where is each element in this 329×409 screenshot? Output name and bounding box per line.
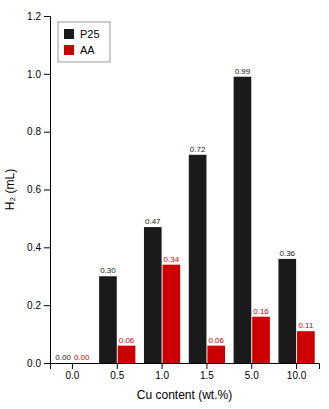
data-label: 0.47 [145, 217, 161, 226]
y-tick-mark [44, 16, 50, 17]
x-tick-label: 0.0 [65, 370, 79, 381]
x-tick-label: 10.0 [287, 370, 307, 381]
bar [297, 331, 315, 363]
y-tick: 0.4 [27, 242, 50, 253]
x-tick: 0.0 [65, 363, 79, 381]
x-tick: 5.0 [245, 363, 259, 381]
data-labels: 0.00 0.30 0.47 0.72 0.99 0.36 0.00 0.06 0.34 0.06… [55, 67, 314, 362]
x-tick-mark [162, 363, 163, 369]
bar [234, 77, 252, 363]
y-axis-title: H₂ (mL) [3, 169, 17, 210]
x-axis-title: Cu content (wt.%) [137, 388, 232, 402]
legend-item: AA [64, 44, 95, 56]
legend-swatch [64, 45, 74, 55]
x-tick-label: 1.0 [155, 370, 169, 381]
data-label: 0.34 [164, 255, 180, 264]
bar [54, 363, 72, 364]
data-label: 0.30 [100, 266, 116, 275]
y-tick-mark [44, 132, 50, 133]
data-label: 0.72 [190, 145, 206, 154]
data-label: 0.06 [208, 336, 224, 345]
y-tick: 1.2 [27, 11, 50, 22]
y-tick-label: 0.2 [27, 300, 41, 311]
legend-frame [58, 22, 110, 62]
x-tick-mark [251, 363, 252, 369]
x-tick-mark [296, 363, 297, 369]
data-label: 0.00 [55, 353, 71, 362]
bar [207, 346, 225, 363]
y-tick-mark [44, 305, 50, 306]
y-tick-label: 0.0 [27, 358, 41, 369]
y-tick-label: 1.0 [27, 69, 41, 80]
x-tick-mark [72, 363, 73, 369]
y-tick-label: 0.4 [27, 242, 41, 253]
data-label: 0.16 [253, 307, 269, 316]
chart: 0.00 0.30 0.47 0.72 0.99 0.36 0.00 0.06 0.34 0.06… [0, 0, 329, 409]
y-tick: 0.8 [27, 126, 50, 137]
data-label: 0.06 [119, 336, 135, 345]
y-tick: 0.2 [27, 300, 50, 311]
y-tick-mark [44, 247, 50, 248]
x-tick: 0.5 [110, 363, 124, 381]
bar [163, 265, 181, 363]
x-axis: 0.0 0.5 1.0 1.5 5.0 10.0 [51, 363, 320, 381]
plot: 0.00 0.30 0.47 0.72 0.99 0.36 0.00 0.06 0.34 0.06… [27, 11, 319, 381]
data-label: 0.36 [279, 249, 295, 258]
x-tick-label: 5.0 [245, 370, 259, 381]
legend-label: AA [80, 44, 95, 56]
y-tick-mark [44, 363, 50, 364]
bar [118, 346, 136, 363]
y-tick: 1.0 [27, 69, 50, 80]
legend: P25 AA [58, 22, 110, 62]
x-axis-line [51, 364, 320, 370]
x-tick: 1.0 [155, 363, 169, 381]
x-tick: 1.5 [200, 363, 214, 381]
y-axis: 0.0 0.2 0.4 0.6 0.8 1.0 1.2 [27, 11, 50, 369]
bar [144, 227, 162, 363]
x-tick-mark [117, 363, 118, 369]
x-tick-label: 0.5 [110, 370, 124, 381]
y-tick-label: 0.8 [27, 126, 41, 137]
y-tick-label: 0.6 [27, 184, 41, 195]
y-tick: 0.6 [27, 184, 50, 195]
bar [73, 363, 91, 364]
bar [99, 276, 117, 363]
y-tick: 0.0 [27, 358, 50, 369]
x-tick-mark [206, 363, 207, 369]
x-tick: 10.0 [287, 363, 307, 381]
bar [252, 317, 270, 363]
bars [99, 77, 315, 363]
legend-swatch [64, 29, 74, 39]
bar [278, 259, 296, 363]
data-label: 0.11 [298, 321, 314, 330]
legend-label: P25 [80, 28, 100, 40]
data-label: 0.99 [235, 67, 251, 76]
y-axis-line [44, 17, 51, 364]
legend-item: P25 [64, 28, 100, 40]
y-tick-mark [44, 190, 50, 191]
y-tick-label: 1.2 [27, 11, 41, 22]
x-tick-label: 1.5 [200, 370, 214, 381]
bar [189, 155, 207, 363]
data-label: 0.00 [74, 353, 90, 362]
y-tick-mark [44, 74, 50, 75]
